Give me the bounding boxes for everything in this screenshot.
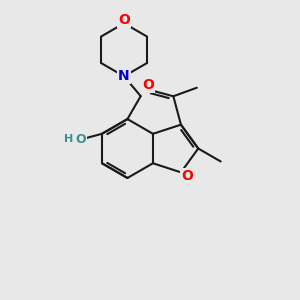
Text: O: O — [75, 133, 86, 146]
Text: O: O — [142, 78, 154, 92]
Text: O: O — [118, 13, 130, 27]
Text: H: H — [64, 134, 73, 144]
Text: N: N — [118, 69, 130, 83]
Text: O: O — [182, 169, 194, 183]
